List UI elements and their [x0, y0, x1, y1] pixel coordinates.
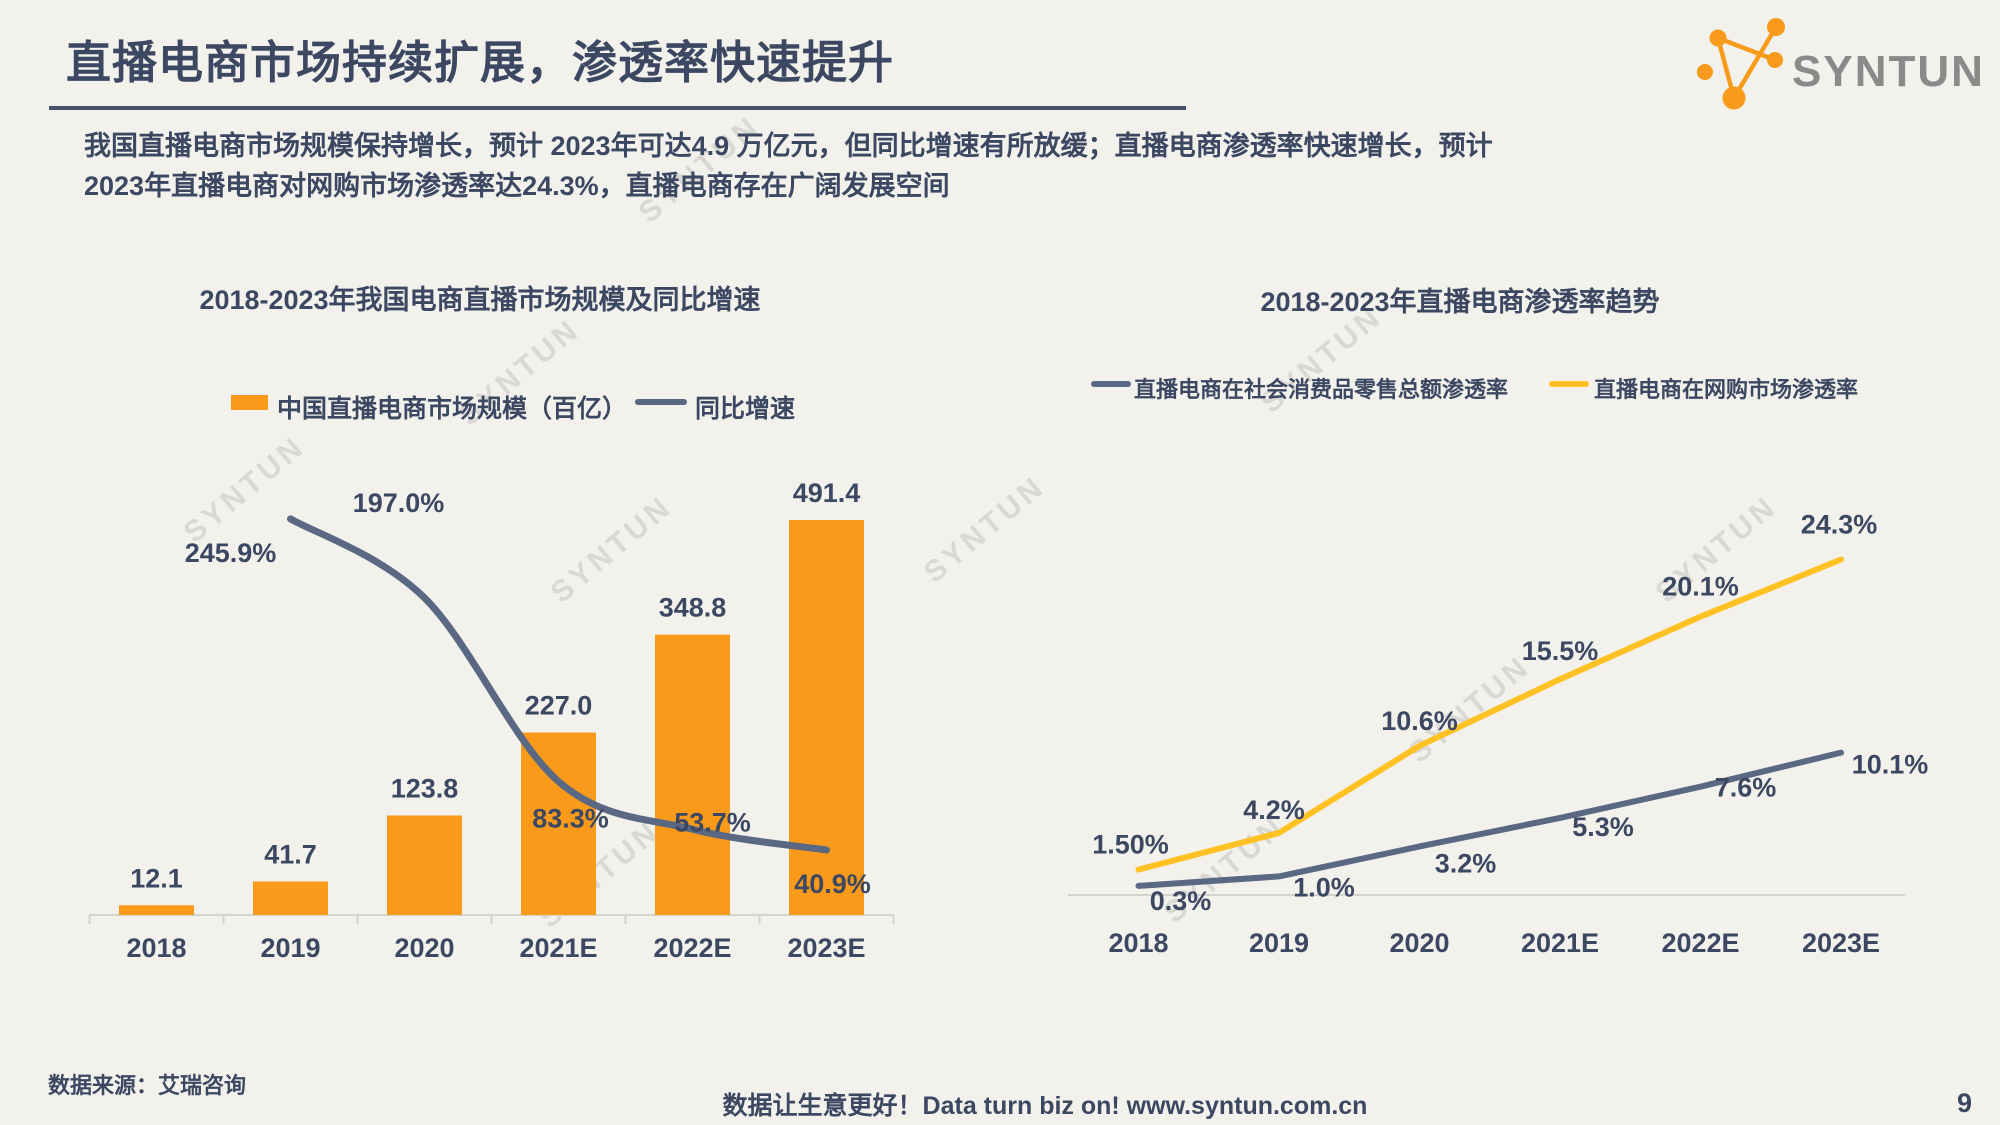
growth-value-label: 40.9%	[794, 869, 871, 899]
page-title: 直播电商市场持续扩展，渗透率快速提升	[66, 37, 895, 88]
legend-label-market-size: 中国直播电商市场规模（百亿）	[277, 395, 628, 423]
syntun-logo: SYNTUN	[1697, 18, 1980, 110]
watermark: SYNTUN	[1649, 489, 1784, 610]
penetration-value-label: 10.6%	[1381, 706, 1458, 736]
legend-swatch-market-size	[231, 395, 268, 410]
watermark: SYNTUN	[532, 814, 667, 935]
category-label: 2018	[1108, 928, 1168, 958]
penetration-value-label: 20.1%	[1662, 572, 1739, 602]
bar-2021E	[521, 732, 596, 915]
category-label: 2021E	[519, 933, 597, 963]
legend-swatch-retail-penetration	[1091, 381, 1131, 387]
bar-value-label: 123.8	[391, 773, 459, 803]
category-label: 2020	[1389, 928, 1449, 958]
category-label: 2022E	[1661, 928, 1739, 958]
title-underline	[49, 106, 1186, 110]
logo-network-dots	[1697, 18, 1785, 110]
footer-slogan: 数据让生意更好！Data turn biz on! www.syntun.com…	[722, 1092, 1368, 1120]
intro-line-1: 我国直播电商市场规模保持增长，预计 2023年可达4.9 万亿元，但同比增速有所…	[84, 131, 1493, 161]
category-label: 2020	[394, 933, 454, 963]
legend-label-retail-penetration: 直播电商在社会消费品零售总额渗透率	[1134, 377, 1509, 402]
bar-value-label: 348.8	[659, 593, 727, 623]
penetration-value-label: 10.1%	[1852, 750, 1929, 780]
penetration-value-label: 5.3%	[1572, 812, 1634, 842]
penetration-value-label: 7.6%	[1715, 773, 1777, 803]
legend-swatch-online-penetration	[1549, 381, 1589, 387]
bar-value-label: 41.7	[264, 839, 317, 869]
category-label: 2023E	[787, 933, 865, 963]
watermark: SYNTUN	[544, 489, 679, 610]
yoy-growth-line	[287, 515, 830, 854]
intro-line-2: 2023年直播电商对网购市场渗透率达24.3%，直播电商存在广阔发展空间	[84, 171, 950, 201]
category-label: 2018	[126, 933, 186, 963]
page-number: 9	[1956, 1088, 1972, 1118]
legend-label-yoy-growth: 同比增速	[695, 395, 796, 423]
category-label: 2023E	[1802, 928, 1880, 958]
growth-value-label: 53.7%	[674, 807, 751, 837]
data-source-note: 数据来源：艾瑞咨询	[48, 1073, 247, 1098]
retail-penetration-line	[1135, 749, 1844, 889]
penetration-value-label: 1.50%	[1092, 830, 1169, 860]
watermark: SYNTUN	[1402, 649, 1537, 770]
online-penetration-line	[1135, 556, 1844, 873]
logo-wordmark: SYNTUN	[1792, 47, 1980, 96]
bar-2018	[119, 905, 194, 915]
penetration-value-label: 1.0%	[1293, 872, 1355, 902]
legend-label-online-penetration: 直播电商在网购市场渗透率	[1594, 377, 1859, 402]
bar-value-label: 491.4	[793, 478, 861, 508]
category-label: 2019	[1249, 928, 1309, 958]
watermark: SYNTUN	[1157, 809, 1292, 930]
penetration-value-label: 3.2%	[1435, 848, 1497, 878]
logo-network-lines	[1715, 25, 1778, 100]
category-label: 2019	[260, 933, 320, 963]
growth-value-label: 83.3%	[532, 803, 609, 833]
bar-2020	[387, 815, 462, 915]
bar-2019	[253, 881, 328, 915]
right-chart-title: 2018-2023年直播电商渗透率趋势	[1260, 287, 1660, 317]
bar-value-label: 227.0	[525, 691, 593, 721]
bar-value-label: 12.1	[130, 863, 183, 893]
watermark: SYNTUN	[177, 429, 312, 550]
bar-2022E	[655, 634, 730, 915]
growth-value-label: 245.9%	[185, 538, 277, 568]
category-label: 2022E	[653, 933, 731, 963]
growth-value-label: 197.0%	[353, 488, 445, 518]
penetration-value-label: 24.3%	[1801, 510, 1878, 540]
penetration-value-label: 4.2%	[1243, 795, 1305, 825]
bar-2023E	[789, 520, 864, 915]
category-label: 2021E	[1521, 928, 1599, 958]
legend-swatch-yoy-growth	[635, 399, 687, 405]
intro-paragraph: 我国直播电商市场规模保持增长，预计 2023年可达4.9 万亿元，但同比增速有所…	[84, 126, 1493, 206]
penetration-value-label: 15.5%	[1522, 636, 1599, 666]
watermark: SYNTUN	[917, 469, 1052, 590]
penetration-value-label: 0.3%	[1150, 886, 1212, 916]
left-chart-title: 2018-2023年我国电商直播市场规模及同比增速	[199, 285, 761, 315]
